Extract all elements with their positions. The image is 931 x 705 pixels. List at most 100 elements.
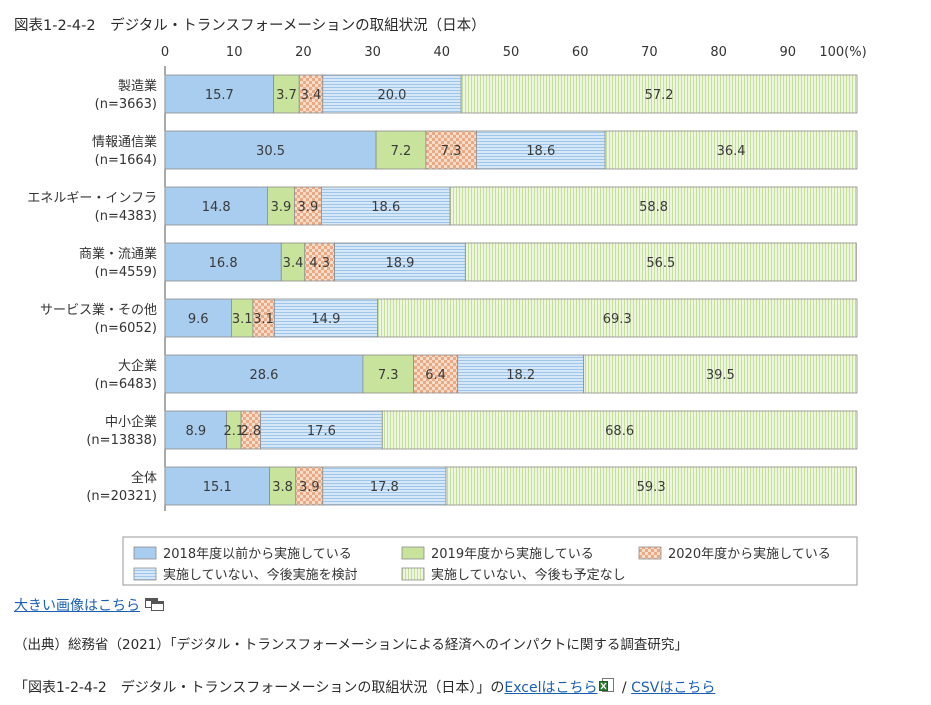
bar-segment xyxy=(322,466,447,506)
bar-segment xyxy=(164,410,227,450)
data-label: 8.9 xyxy=(185,424,206,439)
bar-segment xyxy=(375,130,427,170)
bar-segment xyxy=(464,242,857,282)
bar-segment xyxy=(475,130,606,170)
bar-row xyxy=(164,466,857,506)
legend-item: 2019年度から実施している xyxy=(401,546,594,562)
bar-segment xyxy=(583,354,858,394)
excel-link[interactable]: Excelはこちら xyxy=(504,680,598,696)
bar-segment xyxy=(294,186,322,226)
legend-label: 実施していない、今後も予定なし xyxy=(431,567,626,583)
category-label: 大企業 xyxy=(118,358,157,374)
data-label: 58.8 xyxy=(639,200,668,215)
legend-label: 2020年度から実施している xyxy=(668,546,831,562)
data-label: 9.6 xyxy=(188,312,209,327)
data-label: 20.0 xyxy=(377,88,406,103)
data-label: 18.6 xyxy=(371,200,400,215)
data-label: 3.4 xyxy=(301,88,322,103)
bar-segment xyxy=(164,298,232,338)
bar-row xyxy=(164,242,857,282)
data-label: 2.8 xyxy=(240,424,261,439)
data-label: 56.5 xyxy=(646,256,675,271)
data-label: 68.6 xyxy=(605,424,634,439)
data-label: 17.6 xyxy=(307,424,336,439)
x-tick-label: 60 xyxy=(572,45,589,60)
data-label: 3.1 xyxy=(253,312,274,327)
excel-file-icon xyxy=(599,678,615,692)
data-label: 7.3 xyxy=(378,368,399,383)
bar-segment xyxy=(164,354,364,394)
page-title: 図表1-2-4-2 デジタル・トランスフォーメーションの取組状況（日本） xyxy=(14,18,486,34)
window-icon xyxy=(145,598,164,611)
data-label: 18.2 xyxy=(506,368,535,383)
data-label: 4.3 xyxy=(309,256,330,271)
x-tick-label: 80 xyxy=(710,45,727,60)
large-image-link[interactable]: 大きい画像はこちら xyxy=(14,598,140,614)
bar-segment xyxy=(322,74,462,114)
stacked-bar-chart: 15.7 3.7 3.4 20.0 57.2 30.5 7.2 7.3 18.6 36.4 14.8… xyxy=(27,45,867,586)
category-n-label: (n=13838) xyxy=(86,433,157,448)
data-label: 15.7 xyxy=(205,88,234,103)
x-tick-label: 70 xyxy=(641,45,658,60)
x-tick-label: 20 xyxy=(295,45,312,60)
x-tick-label: 40 xyxy=(434,45,451,60)
data-label: 3.1 xyxy=(232,312,253,327)
bar-segment xyxy=(425,130,477,170)
legend-item: 2020年度から実施している xyxy=(638,546,831,562)
data-label: 3.7 xyxy=(276,88,297,103)
x-tick-label: 0 xyxy=(161,45,169,60)
links-area: 大きい画像はこちら xyxy=(14,595,164,615)
data-label: 3.8 xyxy=(272,480,293,495)
x-tick-label: 10 xyxy=(226,45,243,60)
bar-segment xyxy=(164,74,275,114)
bar-segment xyxy=(377,298,858,338)
category-label: 全体 xyxy=(131,470,157,486)
footer-separator: / xyxy=(617,680,632,696)
data-label: 6.4 xyxy=(425,368,446,383)
data-label: 7.2 xyxy=(391,144,412,159)
download-footer: 「図表1-2-4-2 デジタル・トランスフォーメーションの取組状況（日本）」のE… xyxy=(14,677,715,697)
legend-item: 実施していない、今後実施を検討 xyxy=(133,567,358,583)
bar-segment xyxy=(164,130,377,170)
bar-segment xyxy=(304,242,335,282)
category-label: 中小企業 xyxy=(105,414,157,430)
data-label: 59.3 xyxy=(637,480,666,495)
x-tick-label: 90 xyxy=(780,45,797,60)
data-label: 16.8 xyxy=(209,256,238,271)
bar-segment xyxy=(381,410,858,450)
data-label: 30.5 xyxy=(256,144,285,159)
bar-segment xyxy=(164,242,282,282)
legend-swatch xyxy=(133,546,157,560)
data-label: 14.9 xyxy=(311,312,340,327)
category-n-label: (n=4383) xyxy=(95,209,157,224)
footer-prefix: 「図表1-2-4-2 デジタル・トランスフォーメーションの取組状況（日本）」の xyxy=(14,680,505,696)
category-label: サービス業・その他 xyxy=(40,302,157,318)
x-tick-label: 50 xyxy=(503,45,520,60)
legend-box xyxy=(122,536,858,586)
category-label: 商業・流通業 xyxy=(79,246,157,262)
bar-row xyxy=(164,298,858,338)
bar-row xyxy=(164,410,858,450)
category-label: 製造業 xyxy=(118,78,157,94)
bar-segment xyxy=(164,186,268,226)
category-n-label: (n=4559) xyxy=(95,265,157,280)
bar-row xyxy=(164,130,858,170)
legend-item: 2018年度以前から実施している xyxy=(133,546,352,562)
data-label: 15.1 xyxy=(203,480,232,495)
legend-label: 2019年度から実施している xyxy=(431,546,594,562)
bar-segment xyxy=(273,74,300,114)
csv-link[interactable]: CSVはこちら xyxy=(631,680,716,696)
bar-segment xyxy=(269,466,297,506)
legend-swatch xyxy=(133,567,157,581)
category-n-label: (n=1664) xyxy=(95,153,157,168)
data-label: 18.6 xyxy=(526,144,555,159)
data-label: 7.3 xyxy=(441,144,462,159)
data-label: 39.5 xyxy=(706,368,735,383)
bar-segment xyxy=(449,186,858,226)
bar-segment xyxy=(164,466,270,506)
data-label: 36.4 xyxy=(717,144,746,159)
category-n-label: (n=20321) xyxy=(86,489,157,504)
category-n-label: (n=3663) xyxy=(95,97,157,112)
legend-swatch xyxy=(401,567,425,581)
data-label: 28.6 xyxy=(249,368,278,383)
